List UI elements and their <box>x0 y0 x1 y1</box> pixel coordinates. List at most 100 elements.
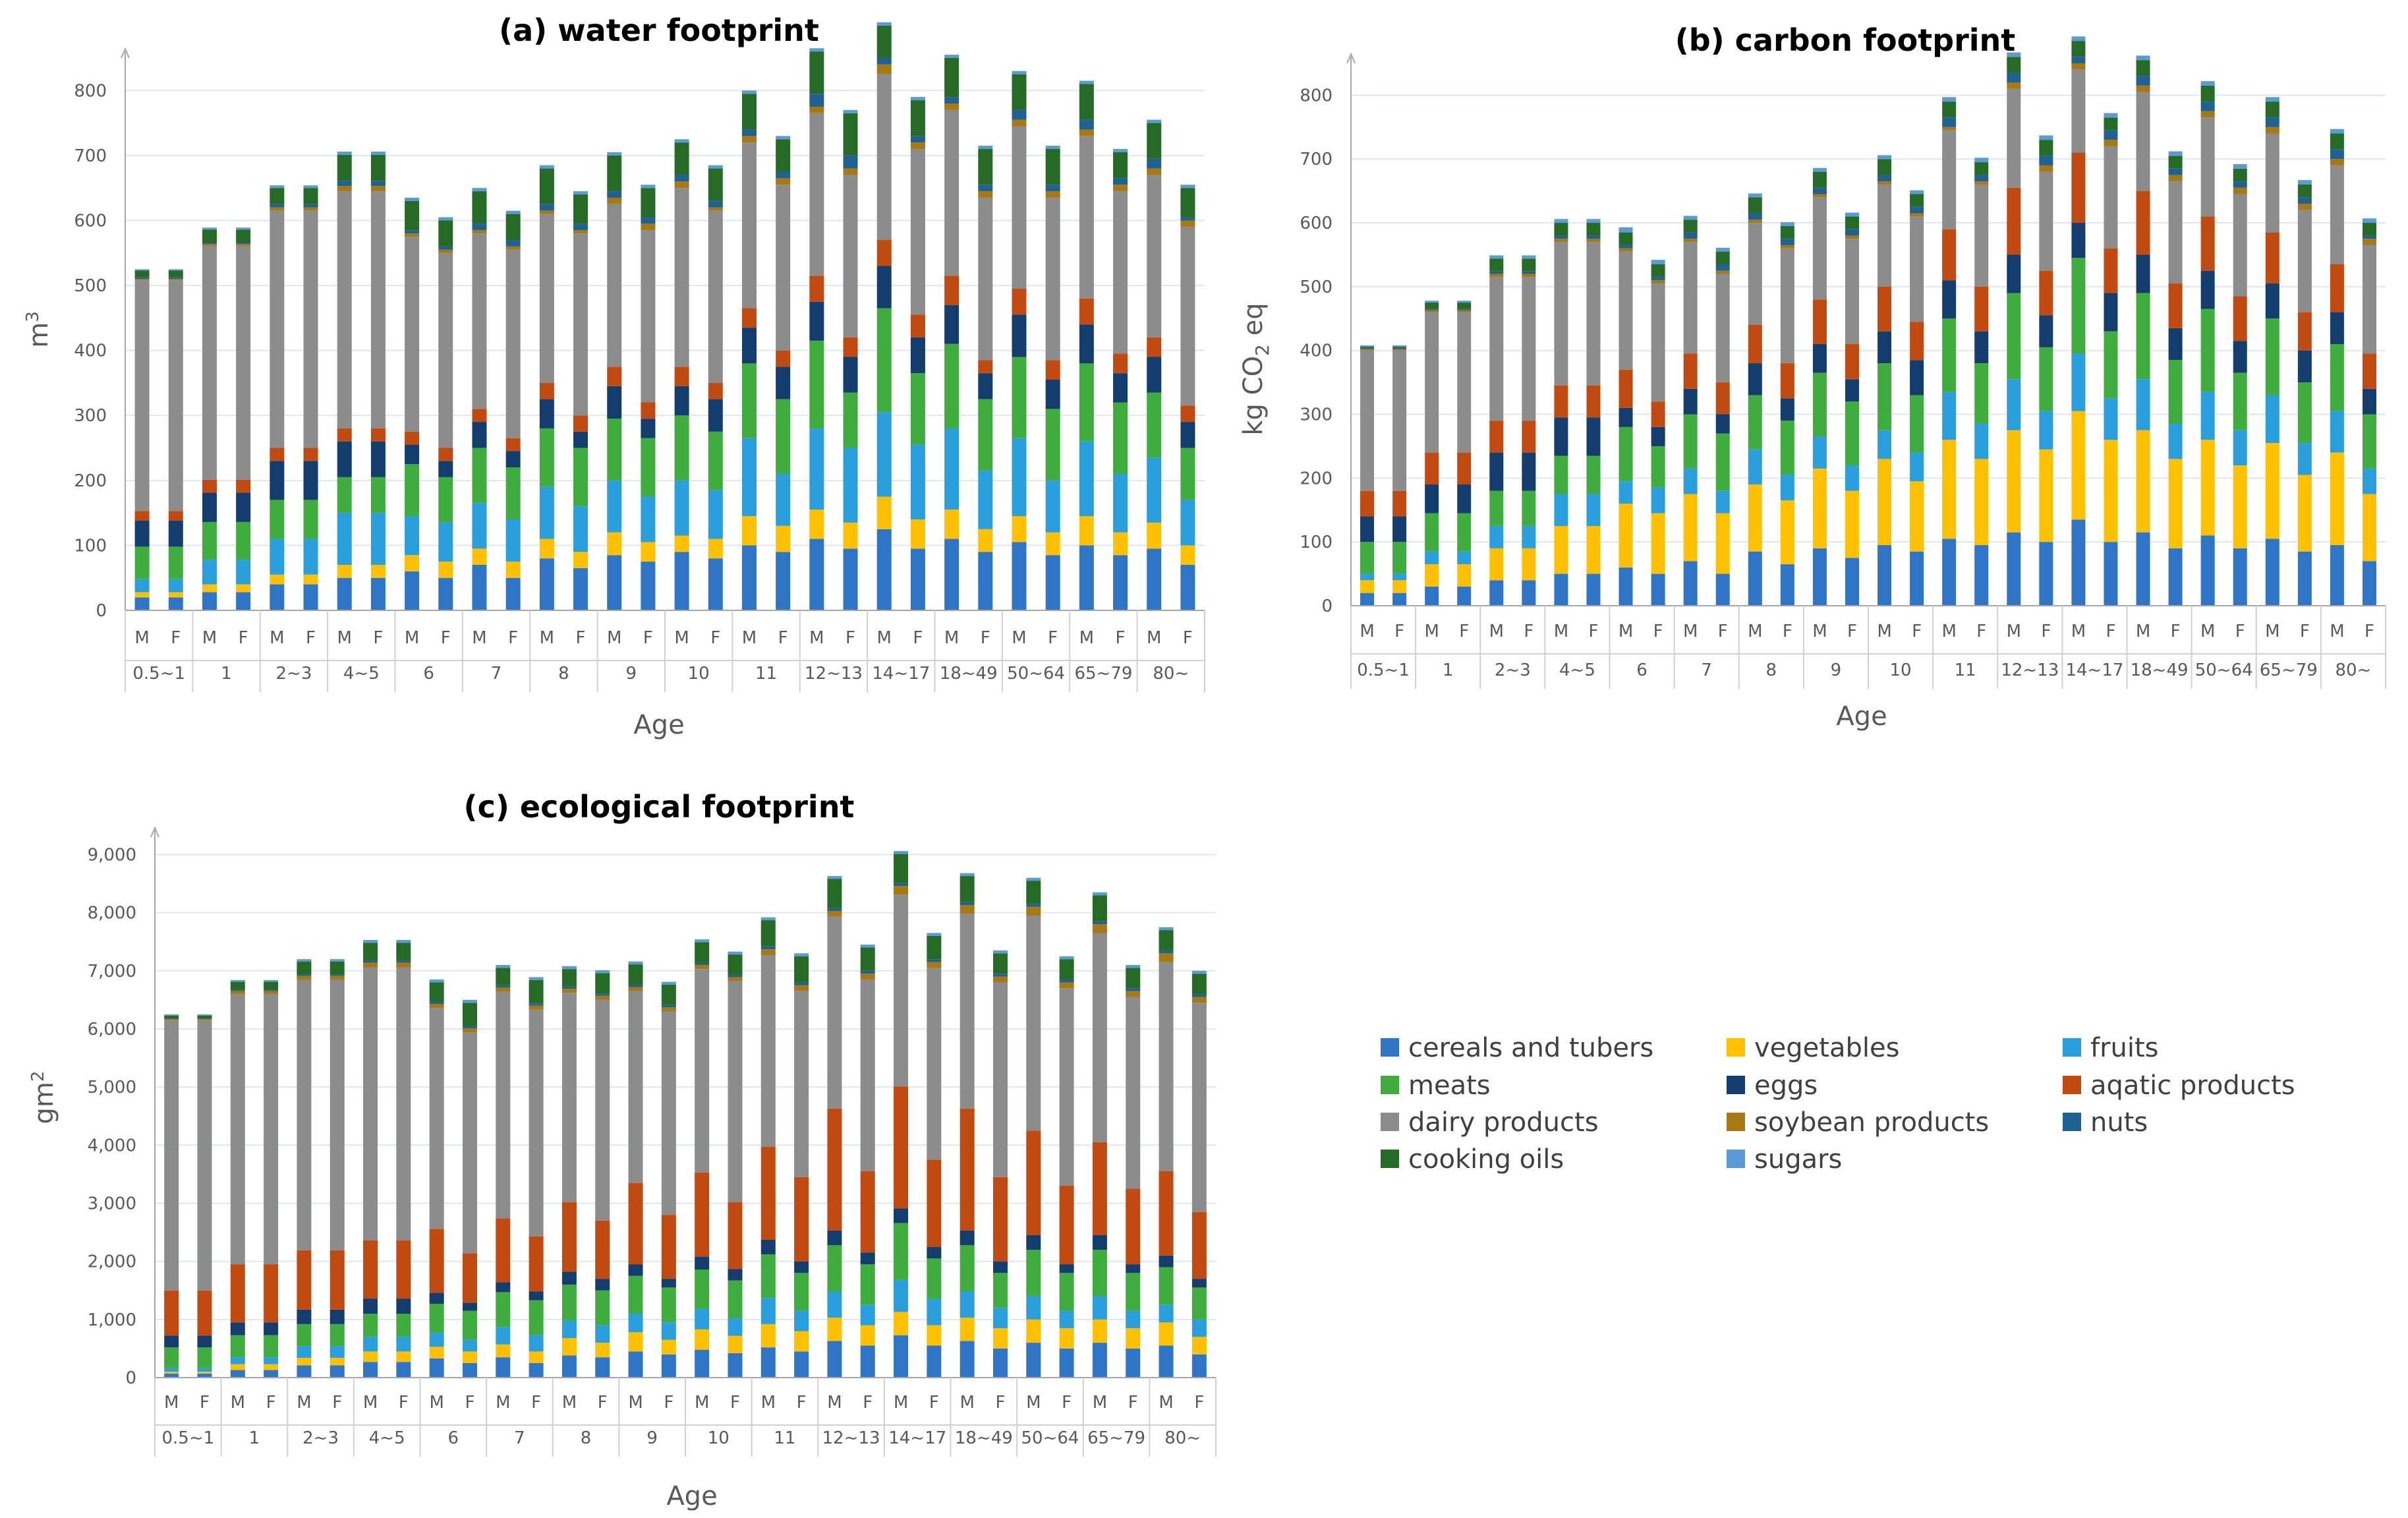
bar-segment-cereals <box>661 1354 676 1378</box>
bar-segment-nuts <box>561 986 577 989</box>
bar-segment-oils <box>429 982 444 1002</box>
bar-segment-fruits <box>1910 452 1924 482</box>
bar-segment-eggs <box>910 337 925 374</box>
bar-segment-eggs <box>776 366 791 399</box>
bar-segment-vegetables <box>2233 465 2247 548</box>
bar-segment-nuts <box>1360 347 1375 349</box>
bar-segment-eggs <box>168 520 183 547</box>
bar-segment-oils <box>1715 251 1730 264</box>
bar-segment-meats <box>1715 433 1730 491</box>
sex-label: M <box>202 628 217 648</box>
bar-segment-fruits <box>607 480 622 533</box>
bar-segment-dairy <box>910 149 925 315</box>
bar-segment-fruits <box>1360 573 1375 581</box>
water-footprint-chart: (a) water footprint 0 100 200 300 400 500 600 7… <box>23 13 1205 740</box>
x-axis-label: Age <box>666 1481 717 1511</box>
bar-segment-cereals <box>1489 580 1504 606</box>
bar-segment-vegetables <box>396 1351 411 1362</box>
bar-segment-fruits <box>438 522 453 562</box>
bar-segment-eggs <box>297 1309 312 1324</box>
sex-label: F <box>863 1393 873 1413</box>
bar-segment-sugars <box>2362 218 2376 223</box>
bar-segment-dairy <box>1715 274 1730 383</box>
sex-label: F <box>1783 622 1792 641</box>
bar-segment-sugars <box>2200 81 2215 86</box>
bar-segment-soybean <box>661 1007 676 1012</box>
bar-segment-eggs <box>628 1264 643 1276</box>
bar-segment-sugars <box>1147 119 1162 123</box>
bar-segment-dairy <box>695 969 710 1173</box>
bar-segment-nuts <box>1147 158 1162 169</box>
bar-segment-aquatic <box>1715 382 1730 415</box>
bar-segment-cereals <box>1392 593 1407 606</box>
bar-segment-soybean <box>776 178 791 185</box>
bar-segment-aquatic <box>236 479 251 493</box>
bar-segment-vegetables <box>168 592 183 598</box>
sex-label: F <box>531 1393 541 1413</box>
bar-segment-vegetables <box>1845 490 1859 558</box>
bar-segment-oils <box>695 942 710 963</box>
bar-segment-meats <box>595 1290 610 1326</box>
bar-segment-soybean <box>1392 349 1407 351</box>
age-group-label: 2~3 <box>276 664 312 684</box>
bar-segment-aquatic <box>992 1177 1008 1262</box>
bar-segment-nuts <box>2297 197 2312 204</box>
bar-segment-nuts <box>1392 347 1407 349</box>
y-tick-label: 6,000 <box>88 1020 136 1039</box>
bar-segment-meats <box>297 1324 312 1347</box>
bar-segment-aquatic <box>595 1220 610 1279</box>
bar-segment-eggs <box>860 1252 875 1265</box>
bar-segment-cereals <box>960 1341 975 1378</box>
sex-label: M <box>1360 622 1374 641</box>
bar-segment-vegetables <box>2200 440 2215 536</box>
bar-segment-meats <box>1845 401 1859 465</box>
bar-segment-sugars <box>370 151 386 155</box>
bar-segment-dairy <box>1360 350 1375 491</box>
bar-segment-sugars <box>297 959 312 962</box>
bar-segment-cereals <box>330 1365 345 1378</box>
bar-segment-nuts <box>164 1018 179 1019</box>
bar-segment-eggs <box>2265 283 2279 319</box>
age-group-label: 10 <box>708 1428 730 1448</box>
bar-segment-nuts <box>2039 156 2053 165</box>
sex-label: M <box>894 1393 908 1413</box>
bar-segment-eggs <box>1974 331 1989 364</box>
bar-segment-eggs <box>2104 293 2118 332</box>
bar-segment-aquatic <box>1425 452 1439 485</box>
bar-segment-cereals <box>1147 548 1162 610</box>
age-group-label: 0.5~1 <box>161 1428 214 1448</box>
bar-segment-nuts <box>1159 950 1174 954</box>
sex-label: M <box>1026 1393 1041 1413</box>
bar-segment-eggs <box>978 373 993 399</box>
bar-segment-meats <box>927 1258 942 1299</box>
bar-segment-meats <box>330 1324 345 1347</box>
bar-segment-vegetables <box>1092 1319 1107 1343</box>
bar-segment-aquatic <box>1845 344 1859 380</box>
bar-segment-aquatic <box>1079 298 1094 325</box>
bar-segment-oils <box>168 270 183 277</box>
bar-segment-aquatic <box>539 382 554 399</box>
bar-segment-aquatic <box>1974 286 1989 332</box>
bar-segment-nuts <box>1780 239 1794 245</box>
sex-label: M <box>1683 622 1698 641</box>
bar-segment-meats <box>843 392 858 448</box>
bar-segment-meats <box>2330 344 2344 411</box>
bar-segment-oils <box>1489 258 1504 272</box>
bar-segment-cereals <box>927 1345 942 1378</box>
bar-segment-oils <box>1026 881 1041 904</box>
sex-label: F <box>1524 622 1534 641</box>
bar-segment-sugars <box>843 109 858 113</box>
bar-segment-sugars <box>595 970 610 974</box>
bar-segment-soybean <box>202 243 217 246</box>
bar-segment-dairy <box>2136 92 2150 191</box>
bar-segment-meats <box>860 1264 875 1305</box>
bar-segment-eggs <box>529 1291 544 1300</box>
age-group-label: 12~13 <box>805 664 863 684</box>
bar-segment-vegetables <box>661 1339 676 1355</box>
bar-segment-meats <box>695 1270 710 1309</box>
bar-segment-eggs <box>1683 388 1698 415</box>
sex-label: F <box>508 628 518 648</box>
bar-segment-fruits <box>728 1318 743 1336</box>
bar-segment-cereals <box>760 1347 776 1378</box>
age-group-label: 11 <box>755 664 777 684</box>
